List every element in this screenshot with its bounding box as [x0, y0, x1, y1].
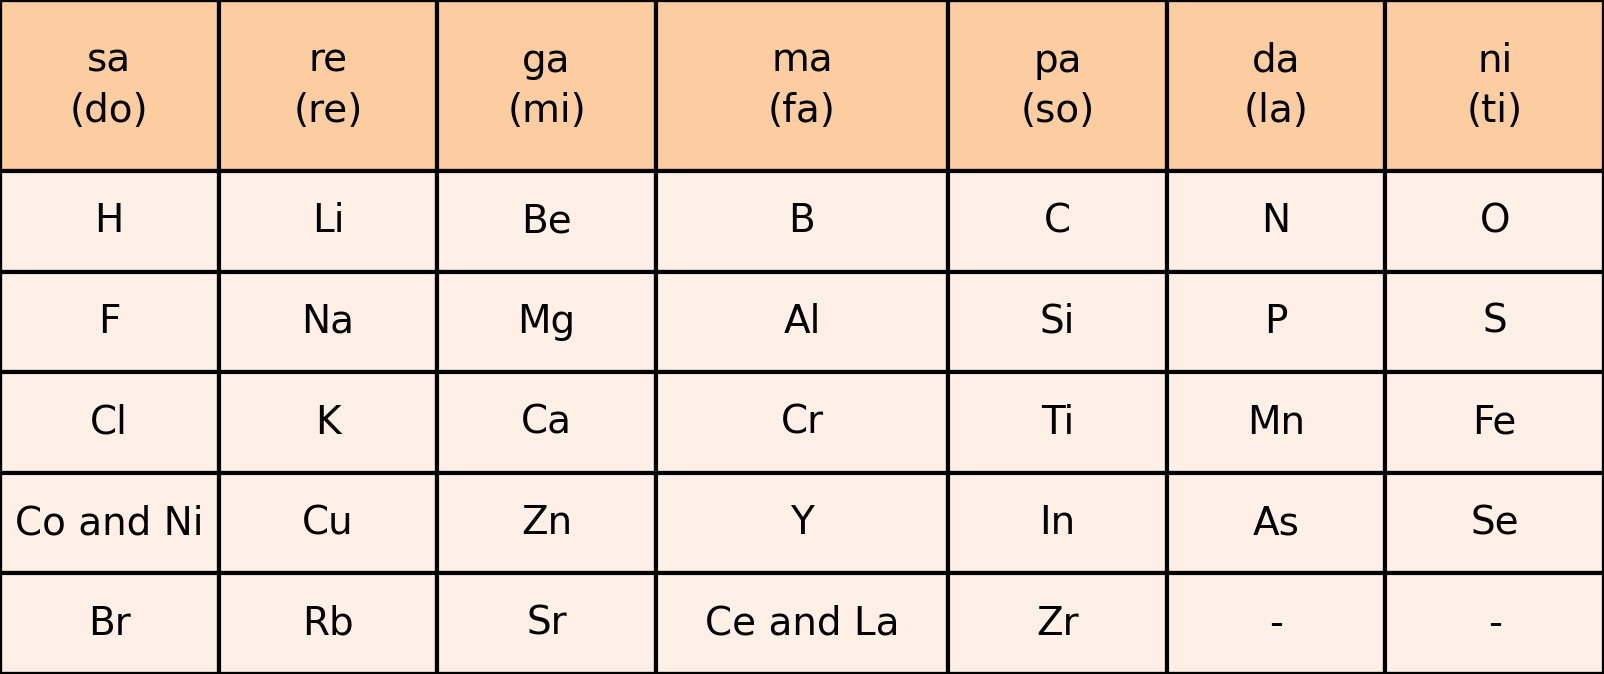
Bar [0, 472, 218, 574]
Bar [218, 574, 438, 674]
Bar [438, 574, 656, 674]
Text: re
(re): re (re) [294, 42, 363, 129]
Text: sa
(do): sa (do) [71, 42, 149, 129]
Text: Na: Na [302, 303, 354, 341]
Bar [1386, 272, 1604, 372]
Text: Cl: Cl [90, 404, 128, 441]
Bar [656, 272, 948, 372]
Text: Zn: Zn [521, 504, 573, 542]
Text: Fe: Fe [1472, 404, 1517, 441]
Bar [1386, 574, 1604, 674]
Bar [438, 372, 656, 472]
Text: As: As [1253, 504, 1299, 542]
Text: Li: Li [311, 202, 345, 241]
Bar [0, 574, 218, 674]
Text: P: P [1264, 303, 1288, 341]
Text: Ti: Ti [1041, 404, 1075, 441]
Text: F: F [98, 303, 120, 341]
Bar [218, 372, 438, 472]
Bar [1386, 171, 1604, 272]
Text: pa
(so): pa (so) [1020, 42, 1094, 129]
Text: K: K [314, 404, 340, 441]
Text: H: H [95, 202, 124, 241]
Text: Ca: Ca [521, 404, 573, 441]
Bar [218, 472, 438, 574]
Bar [1386, 372, 1604, 472]
Bar [948, 272, 1166, 372]
Bar [948, 574, 1166, 674]
Bar [0, 0, 218, 171]
Text: Sr: Sr [526, 605, 566, 643]
Text: Rb: Rb [302, 605, 354, 643]
Bar [0, 272, 218, 372]
Bar [1166, 372, 1386, 472]
Text: Co and Ni: Co and Ni [14, 504, 204, 542]
Text: Mg: Mg [518, 303, 576, 341]
Bar [1386, 0, 1604, 171]
Bar [1166, 574, 1386, 674]
Text: Ce and La: Ce and La [704, 605, 900, 643]
Bar [656, 372, 948, 472]
Bar [656, 574, 948, 674]
Bar [948, 472, 1166, 574]
Text: O: O [1479, 202, 1509, 241]
Text: da
(la): da (la) [1243, 42, 1309, 129]
Bar [438, 0, 656, 171]
Text: S: S [1482, 303, 1508, 341]
Bar [438, 171, 656, 272]
Text: -: - [1487, 605, 1501, 643]
Text: Cu: Cu [302, 504, 354, 542]
Text: Cr: Cr [781, 404, 823, 441]
Bar [218, 272, 438, 372]
Text: In: In [1039, 504, 1076, 542]
Bar [218, 0, 438, 171]
Bar [656, 171, 948, 272]
Text: B: B [789, 202, 815, 241]
Text: Zr: Zr [1036, 605, 1079, 643]
Text: Al: Al [783, 303, 821, 341]
Bar [948, 372, 1166, 472]
Bar [438, 272, 656, 372]
Bar [1166, 0, 1386, 171]
Text: ga
(mi): ga (mi) [507, 42, 585, 129]
Text: Mn: Mn [1246, 404, 1306, 441]
Text: N: N [1261, 202, 1291, 241]
Text: Si: Si [1039, 303, 1075, 341]
Bar [1166, 472, 1386, 574]
Bar [656, 0, 948, 171]
Bar [0, 372, 218, 472]
Text: -: - [1269, 605, 1283, 643]
Text: C: C [1044, 202, 1071, 241]
Bar [948, 0, 1166, 171]
Text: ni
(ti): ni (ti) [1466, 42, 1522, 129]
Text: Se: Se [1471, 504, 1519, 542]
Text: Be: Be [521, 202, 573, 241]
Bar [1386, 472, 1604, 574]
Text: Y: Y [791, 504, 813, 542]
Text: ma
(fa): ma (fa) [768, 42, 836, 129]
Bar [656, 472, 948, 574]
Bar [0, 171, 218, 272]
Bar [1166, 171, 1386, 272]
Bar [218, 171, 438, 272]
Bar [1166, 272, 1386, 372]
Text: Br: Br [88, 605, 130, 643]
Bar [438, 472, 656, 574]
Bar [948, 171, 1166, 272]
